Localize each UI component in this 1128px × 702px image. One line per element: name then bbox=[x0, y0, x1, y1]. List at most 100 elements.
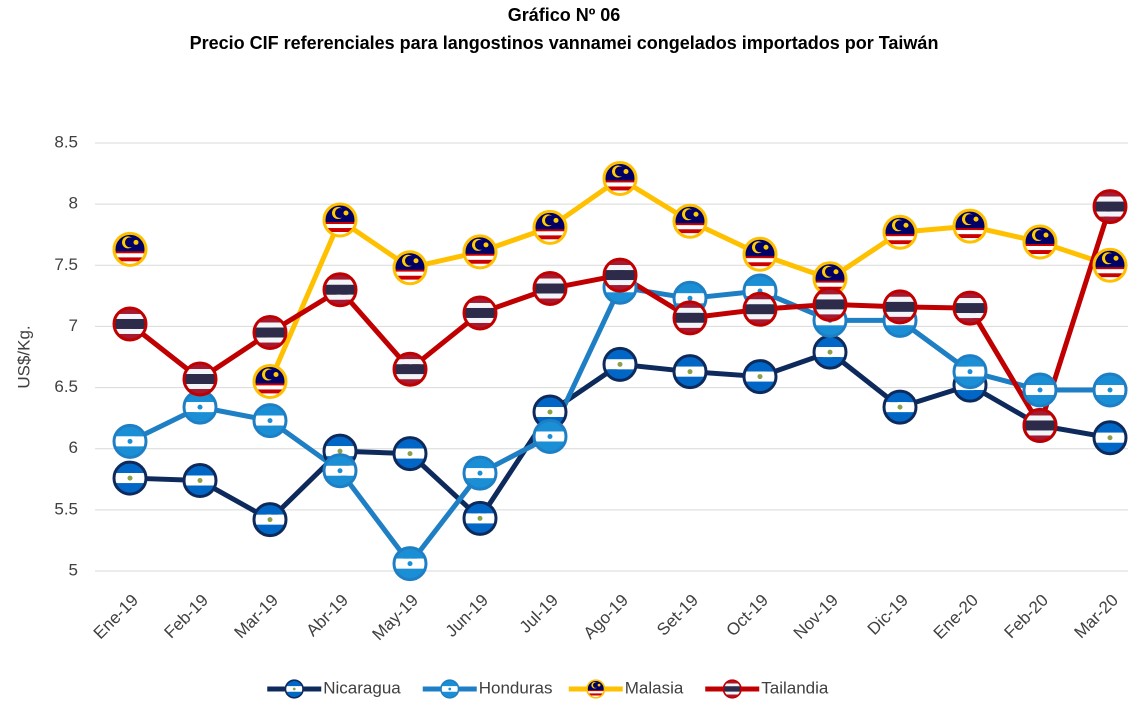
flag-stripe bbox=[184, 412, 216, 424]
flag bbox=[464, 457, 496, 490]
point bbox=[462, 295, 498, 331]
flag-star bbox=[597, 683, 601, 687]
marker-ring bbox=[322, 272, 358, 308]
flag-stripe bbox=[884, 290, 916, 297]
flag-stripe bbox=[1094, 395, 1126, 407]
flag-stripe bbox=[184, 384, 216, 390]
flag-emblem bbox=[547, 433, 553, 439]
flag-stripe bbox=[464, 307, 496, 318]
marker-ring bbox=[440, 679, 460, 699]
flag-stripe bbox=[954, 238, 986, 243]
flag-stripe bbox=[884, 236, 916, 241]
flag bbox=[744, 293, 776, 326]
flag-crescent-cut bbox=[825, 266, 835, 277]
flag-stripe bbox=[114, 328, 146, 334]
flag-stripe bbox=[254, 524, 286, 536]
flag-stripe bbox=[324, 454, 356, 466]
flag-stripe bbox=[114, 446, 146, 458]
flag-stripe bbox=[1094, 273, 1126, 278]
flag-stripe bbox=[674, 307, 706, 313]
flag-stripe bbox=[534, 231, 566, 236]
marker-ring bbox=[462, 234, 498, 270]
flag-stripe bbox=[674, 322, 706, 328]
flag-stripe bbox=[744, 266, 776, 271]
flag-stripe bbox=[1024, 420, 1056, 431]
flag-emblem bbox=[407, 451, 413, 457]
flag-stripe bbox=[723, 683, 742, 687]
marker-ring bbox=[602, 346, 638, 382]
point bbox=[112, 460, 148, 496]
flag-star bbox=[413, 258, 419, 264]
flag bbox=[744, 360, 776, 393]
flag-star bbox=[1043, 232, 1049, 238]
flag-stripe bbox=[464, 259, 496, 264]
flag-stripe bbox=[394, 271, 426, 276]
flag bbox=[114, 307, 146, 340]
flag-stripe bbox=[464, 523, 496, 535]
flag-stripe bbox=[324, 299, 356, 306]
flag-stripe bbox=[464, 296, 496, 303]
flag-stripe bbox=[254, 503, 286, 515]
flag-stripe bbox=[1024, 409, 1056, 416]
flag-emblem bbox=[267, 517, 273, 523]
flag-stripe bbox=[814, 294, 846, 300]
marker-ring bbox=[672, 203, 708, 239]
flag-stripe bbox=[814, 325, 846, 337]
marker-ring bbox=[722, 679, 742, 699]
flag-stripe bbox=[884, 325, 916, 337]
point bbox=[1022, 407, 1058, 443]
flag bbox=[954, 355, 986, 388]
flag-stripe bbox=[604, 270, 636, 281]
flag-star bbox=[1113, 255, 1119, 261]
legend-label: Honduras bbox=[479, 678, 553, 697]
flag-stripe bbox=[324, 294, 356, 300]
marker-ring bbox=[392, 436, 428, 472]
marker-ring bbox=[392, 351, 428, 387]
marker-ring bbox=[952, 208, 988, 244]
marker-ring bbox=[112, 231, 148, 267]
flag-stripe bbox=[954, 390, 986, 402]
flag-stripe bbox=[744, 304, 776, 315]
flag bbox=[586, 680, 605, 698]
flag-stripe bbox=[954, 313, 986, 319]
flag-stripe bbox=[723, 691, 742, 695]
x-tick-label: Jul-19 bbox=[516, 591, 562, 637]
point bbox=[812, 334, 848, 370]
flag bbox=[254, 404, 286, 437]
flag-crescent-cut bbox=[405, 255, 415, 266]
flag-stripe bbox=[604, 186, 636, 191]
flag-stripe bbox=[586, 693, 605, 696]
flag-stripe bbox=[884, 311, 916, 317]
point bbox=[182, 361, 218, 397]
flag-stripe bbox=[884, 244, 916, 249]
flag-stripe bbox=[394, 359, 426, 365]
point bbox=[742, 291, 778, 327]
point bbox=[392, 546, 428, 582]
flag-stripe bbox=[324, 273, 356, 280]
flag-stripe bbox=[674, 312, 706, 323]
flag-stripe bbox=[1024, 430, 1056, 436]
point bbox=[1022, 224, 1058, 260]
flag-star bbox=[273, 371, 279, 377]
flag-emblem bbox=[292, 687, 296, 691]
y-tick-label: 6.5 bbox=[54, 377, 78, 396]
point bbox=[952, 354, 988, 390]
flag-stripe bbox=[1024, 415, 1056, 421]
marker-ring bbox=[392, 250, 428, 286]
flag bbox=[114, 462, 146, 495]
point bbox=[672, 354, 708, 390]
point bbox=[112, 306, 148, 342]
marker-ring bbox=[1022, 407, 1058, 443]
flag-stripe bbox=[464, 255, 496, 260]
flag-stripe bbox=[534, 235, 566, 240]
flag-stripe bbox=[1024, 374, 1056, 386]
flag-stripe bbox=[884, 296, 916, 302]
flag-star bbox=[763, 244, 769, 250]
point bbox=[1022, 372, 1058, 408]
x-tick-label: Oct-19 bbox=[722, 591, 772, 641]
flag bbox=[184, 391, 216, 424]
flag-stripe bbox=[114, 483, 146, 495]
point bbox=[882, 214, 918, 250]
point bbox=[252, 403, 288, 439]
flag-stripe bbox=[285, 680, 304, 687]
